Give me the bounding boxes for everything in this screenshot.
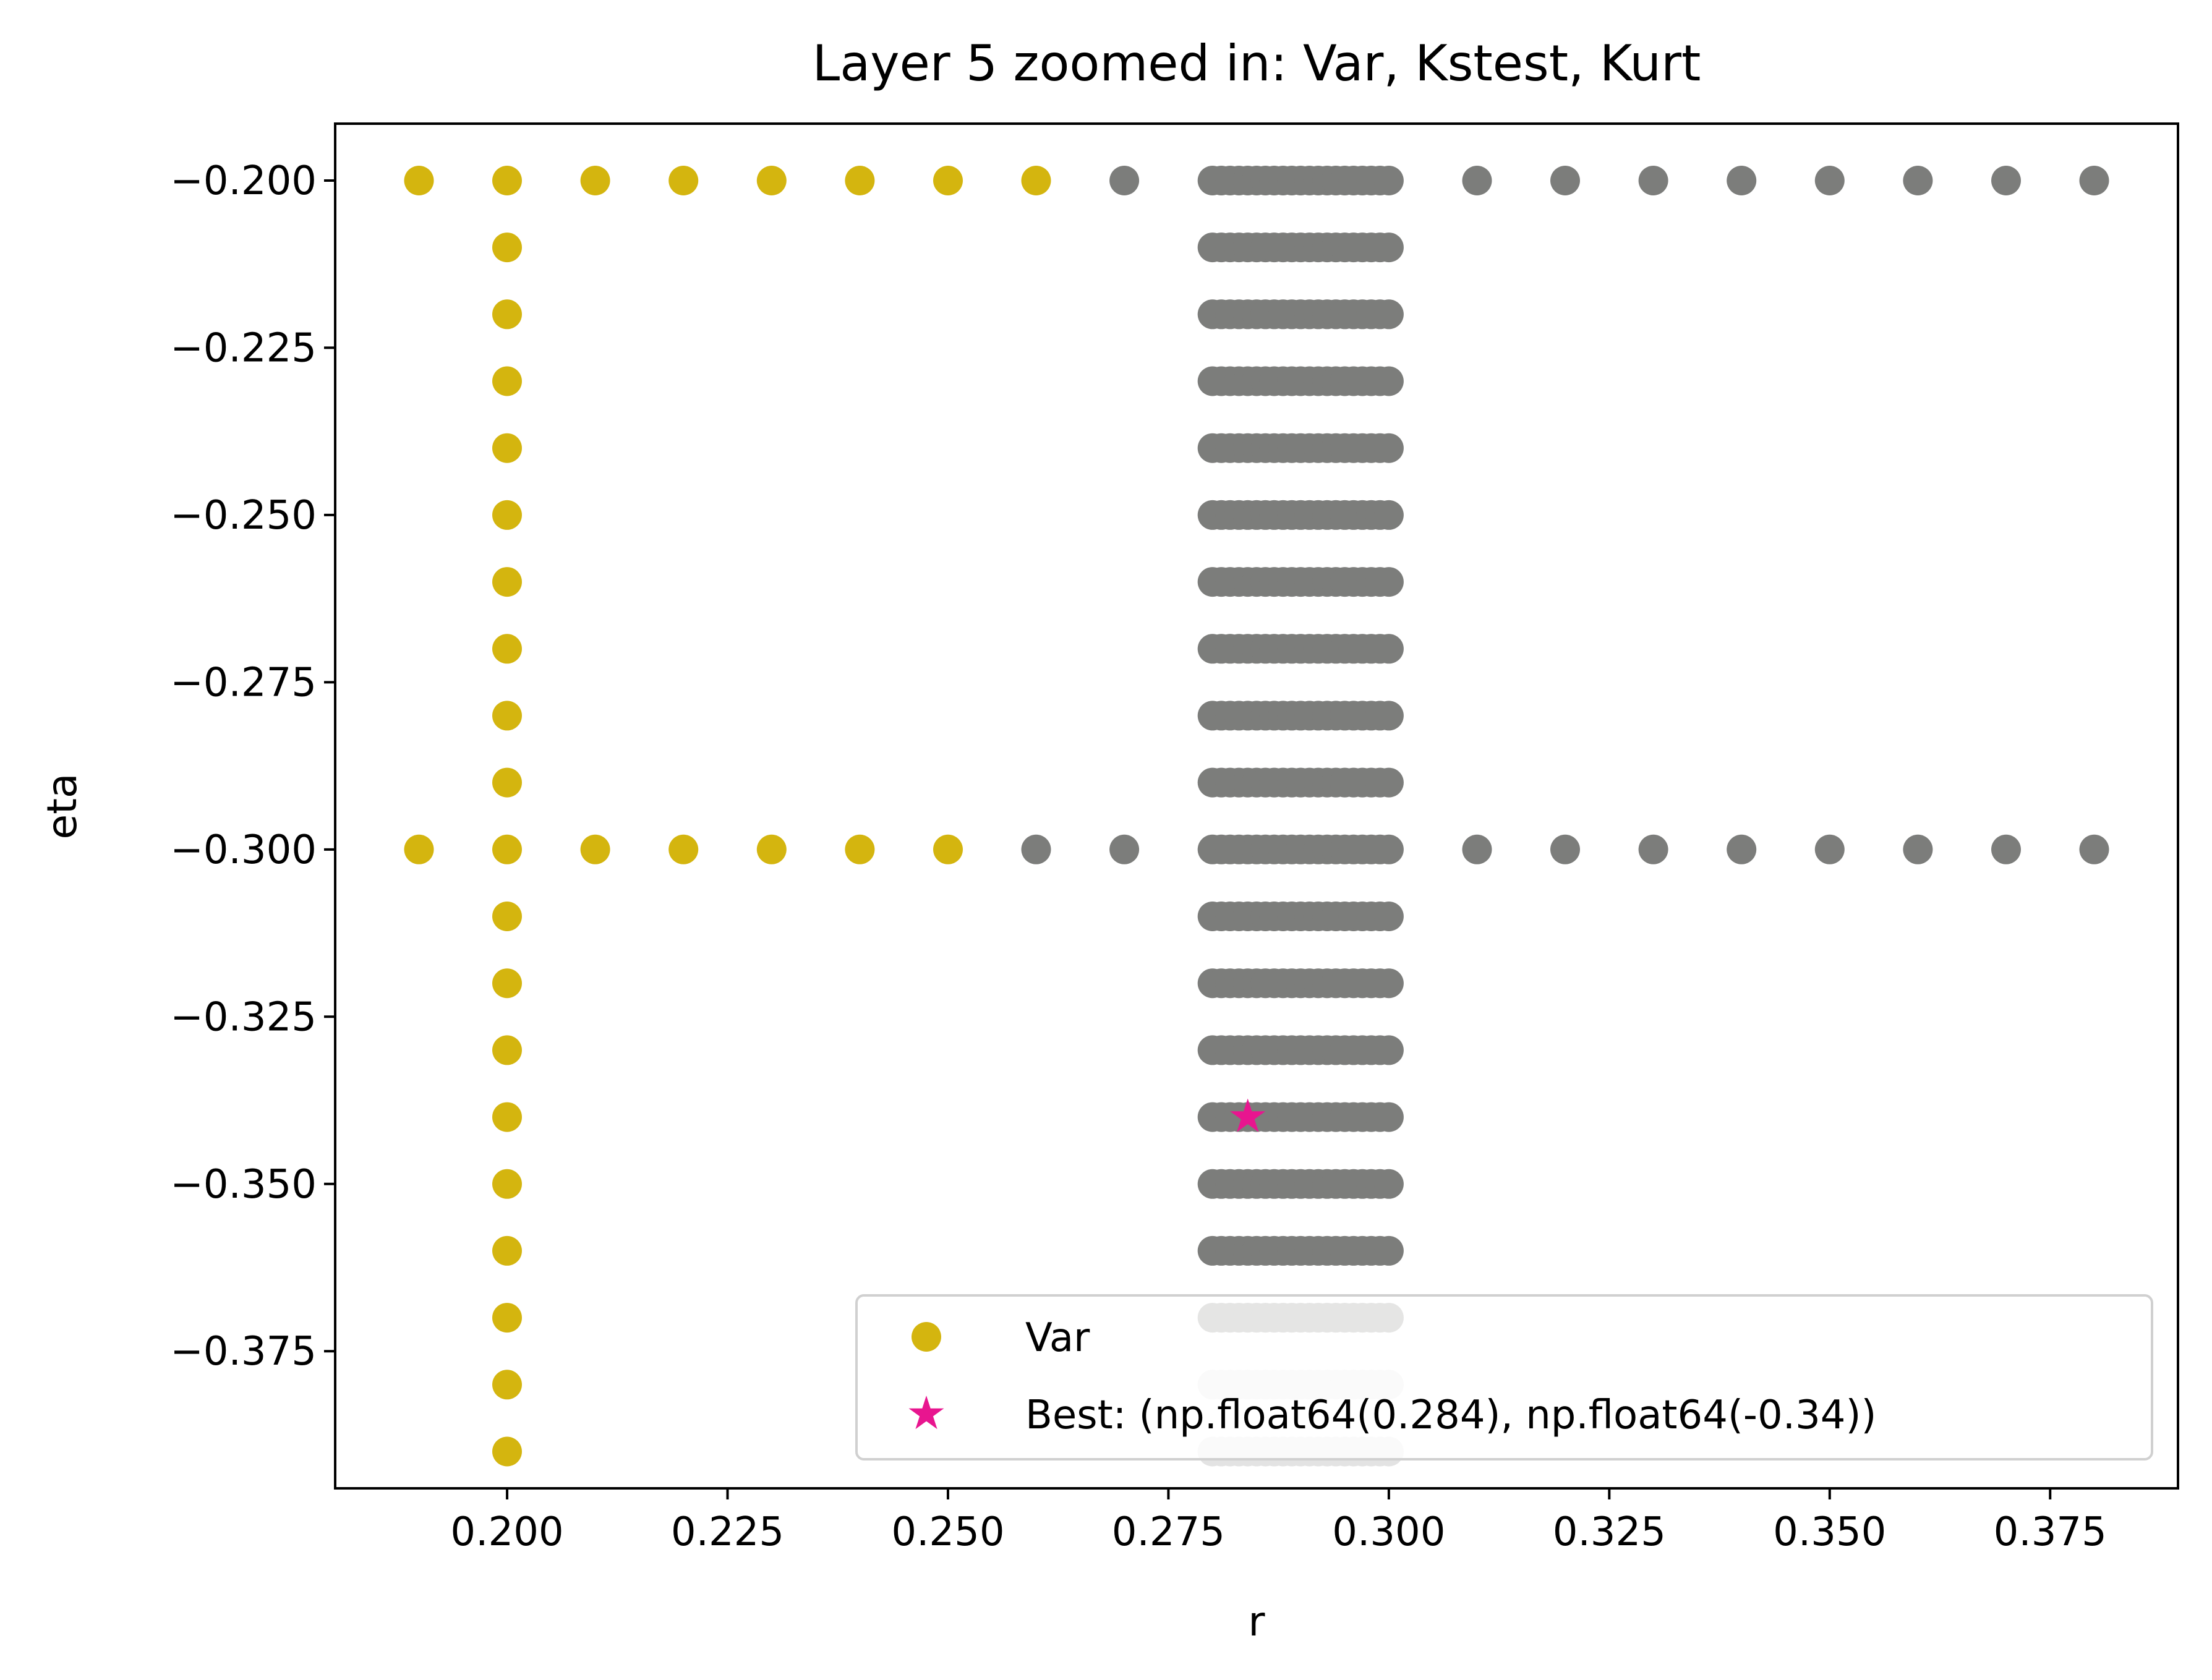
grid-point-gray: [1109, 166, 1140, 195]
grid-point-gray: [1373, 701, 1404, 731]
legend-marker-best-star-icon: [908, 1396, 944, 1430]
grid-point-gray: [1373, 299, 1404, 330]
y-axis-title: eta: [38, 774, 86, 840]
var-point: [668, 166, 699, 195]
var-point: [492, 968, 522, 999]
var-point: [492, 1235, 522, 1266]
var-point: [933, 166, 963, 195]
grid-point-gray: [1021, 834, 1051, 864]
var-point: [492, 634, 522, 664]
grid-point-gray: [1991, 834, 2021, 864]
var-point: [845, 166, 875, 195]
grid-point-gray: [1727, 166, 1757, 195]
chart-title: Layer 5 zoomed in: Var, Kstest, Kurt: [813, 35, 1701, 92]
grid-point-gray: [2079, 834, 2109, 864]
x-tick-label: 0.325: [1553, 1509, 1666, 1555]
grid-point-gray: [1373, 232, 1404, 263]
grid-point-gray: [1462, 166, 1492, 195]
var-point: [492, 166, 522, 195]
grid-point-gray: [1903, 166, 1933, 195]
var-point: [492, 500, 522, 530]
grid-point-gray: [1373, 834, 1404, 864]
var-point: [492, 767, 522, 798]
x-tick-label: 0.275: [1112, 1509, 1225, 1555]
x-axis-title: r: [1248, 1598, 1265, 1645]
var-point: [492, 1436, 522, 1467]
var-point: [756, 834, 787, 864]
var-point: [580, 166, 610, 195]
y-tick-label: −0.225: [170, 325, 317, 371]
var-point: [492, 1035, 522, 1065]
var-point: [756, 166, 787, 195]
grid-point-gray: [1638, 166, 1668, 195]
grid-point-gray: [1727, 834, 1757, 864]
y-tick-label: −0.350: [170, 1162, 317, 1208]
axes-frame: [334, 122, 2179, 1490]
y-tick-label: −0.200: [170, 158, 317, 204]
grid-point-gray: [1373, 567, 1404, 597]
grid-point-gray: [1373, 433, 1404, 463]
grid-point-gray: [1373, 1102, 1404, 1132]
var-point: [404, 166, 434, 195]
var-point: [492, 232, 522, 263]
grid-point-gray: [1373, 767, 1404, 798]
var-point: [492, 1169, 522, 1199]
grid-point-gray: [1373, 634, 1404, 664]
legend-marker-var: [912, 1322, 941, 1352]
var-point: [492, 834, 522, 864]
grid-point-gray: [1373, 500, 1404, 530]
grid-point-gray: [1373, 1235, 1404, 1266]
y-tick-label: −0.300: [170, 827, 317, 873]
grid-point-gray: [1462, 834, 1492, 864]
grid-point-gray: [1373, 366, 1404, 396]
grid-point-gray: [2079, 166, 2109, 195]
y-tick-label: −0.325: [170, 994, 317, 1040]
var-point: [492, 902, 522, 931]
x-tick-label: 0.225: [671, 1509, 784, 1555]
var-point: [845, 834, 875, 864]
var-point: [492, 567, 522, 597]
legend-box: [855, 1294, 2153, 1460]
grid-point-gray: [1814, 834, 1845, 864]
legend-label-var: Var: [1025, 1315, 1090, 1361]
grid-point-gray: [1373, 902, 1404, 931]
x-tick-label: 0.375: [1994, 1509, 2107, 1555]
var-point: [492, 1102, 522, 1132]
grid-point-gray: [1373, 1035, 1404, 1065]
legend: Var Best: (np.float64(0.284), np.float64…: [855, 1294, 2153, 1460]
grid-point-gray: [1903, 834, 1933, 864]
var-point: [1021, 166, 1051, 195]
var-point: [492, 701, 522, 731]
y-tick-label: −0.250: [170, 493, 317, 539]
grid-point-gray: [1373, 1169, 1404, 1199]
var-point: [492, 366, 522, 396]
var-point: [492, 1303, 522, 1333]
grid-point-gray: [1109, 834, 1140, 864]
var-point: [580, 834, 610, 864]
x-tick-label: 0.200: [450, 1509, 563, 1555]
grid-point-gray: [1638, 834, 1668, 864]
var-point: [668, 834, 699, 864]
best-point-star-icon: [1230, 1098, 1266, 1132]
legend-label-best: Best: (np.float64(0.284), np.float64(-0.…: [1025, 1392, 1876, 1438]
var-point: [492, 433, 522, 463]
plot-area: [404, 166, 2109, 1467]
x-tick-label: 0.250: [891, 1509, 1004, 1555]
grid-point-gray: [1814, 166, 1845, 195]
var-point: [404, 834, 434, 864]
var-point: [492, 299, 522, 330]
var-point: [492, 1370, 522, 1400]
y-tick-label: −0.375: [170, 1329, 317, 1375]
axis-ticks: 0.200 0.225 0.250 0.275 0.300 0.325 0.350 0.375…: [170, 158, 2107, 1555]
grid-point-gray: [1550, 834, 1580, 864]
x-tick-label: 0.350: [1773, 1509, 1886, 1555]
x-tick-label: 0.300: [1332, 1509, 1445, 1555]
grid-point-gray: [1991, 166, 2021, 195]
grid-point-gray: [1373, 968, 1404, 999]
y-tick-label: −0.275: [170, 660, 317, 706]
grid-point-gray: [1373, 166, 1404, 195]
grid-point-gray: [1550, 166, 1580, 195]
var-point: [933, 834, 963, 864]
